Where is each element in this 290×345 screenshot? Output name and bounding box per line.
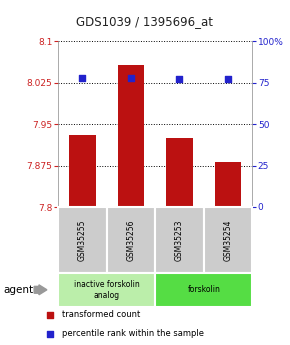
Bar — [155, 273, 252, 307]
Text: inactive forskolin
analog: inactive forskolin analog — [74, 280, 139, 299]
Point — [48, 312, 52, 317]
Text: percentile rank within the sample: percentile rank within the sample — [62, 329, 204, 338]
Bar — [58, 273, 155, 307]
Text: transformed count: transformed count — [62, 310, 141, 319]
Point — [48, 331, 52, 337]
Text: forskolin: forskolin — [187, 285, 220, 294]
Point — [177, 77, 182, 82]
Point — [226, 77, 230, 82]
Bar — [117, 65, 144, 207]
Text: agent: agent — [3, 285, 33, 295]
Bar — [215, 162, 241, 207]
Bar — [166, 138, 193, 207]
Bar — [69, 135, 96, 207]
FancyArrow shape — [34, 285, 47, 295]
Text: GSM35253: GSM35253 — [175, 219, 184, 260]
Bar — [155, 207, 204, 273]
Bar — [204, 207, 252, 273]
Point — [128, 75, 133, 81]
Text: GSM35254: GSM35254 — [224, 219, 233, 260]
Bar — [107, 207, 155, 273]
Bar — [58, 207, 107, 273]
Text: GSM35255: GSM35255 — [78, 219, 87, 260]
Point — [80, 75, 85, 81]
Text: GDS1039 / 1395696_at: GDS1039 / 1395696_at — [77, 16, 213, 29]
Text: GSM35256: GSM35256 — [126, 219, 135, 260]
